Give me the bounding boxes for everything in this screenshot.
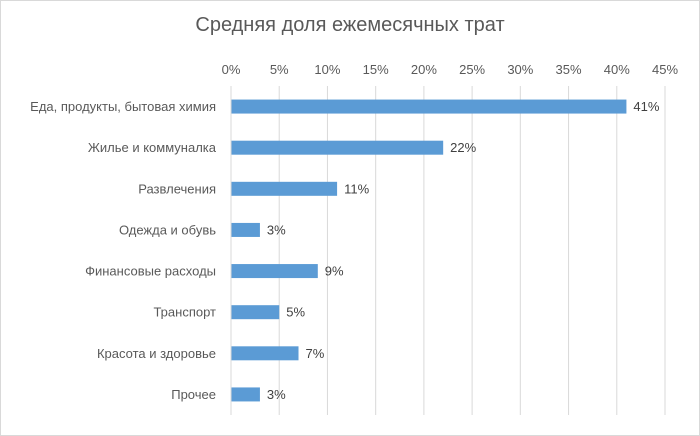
data-label: 7% [306, 346, 325, 361]
bar [231, 264, 318, 279]
category-label: Развлечения [138, 181, 216, 196]
x-tick-label: 25% [459, 62, 485, 77]
chart-title: Средняя доля ежемесячных трат [195, 14, 505, 36]
data-label: 5% [286, 305, 305, 320]
bar [231, 140, 444, 155]
x-tick-label: 20% [411, 62, 437, 77]
bar [231, 99, 627, 114]
data-label: 3% [267, 222, 286, 237]
category-labels: Еда, продукты, бытовая химия Жилье и комм… [30, 99, 217, 402]
bar [231, 181, 338, 196]
category-label: Одежда и обувь [119, 222, 216, 237]
x-tick-label: 0% [222, 62, 241, 77]
x-tick-label: 15% [363, 62, 389, 77]
category-label: Жилье и коммуналка [88, 140, 217, 155]
bar [231, 346, 299, 361]
bars [231, 99, 627, 402]
data-label: 41% [633, 99, 659, 114]
data-label: 11% [344, 181, 369, 196]
x-tick-label: 30% [507, 62, 533, 77]
category-label: Транспорт [153, 305, 216, 320]
x-tick-label: 40% [604, 62, 630, 77]
data-label: 22% [450, 140, 476, 155]
x-tick-label: 45% [652, 62, 678, 77]
x-axis-tick-labels: 0% 5% 10% 15% 20% 25% 30% 35% 40% 45% [222, 62, 679, 77]
x-tick-label: 35% [556, 62, 582, 77]
bar [231, 305, 280, 320]
bar [231, 387, 260, 402]
category-label: Еда, продукты, бытовая химия [30, 99, 216, 114]
category-label: Прочее [171, 387, 216, 402]
bar [231, 222, 260, 237]
data-labels: 41% 22% 11% 3% 9% 5% 7% 3% [267, 99, 660, 402]
category-label: Красота и здоровье [97, 346, 216, 361]
x-tick-label: 10% [314, 62, 340, 77]
x-tick-label: 5% [270, 62, 289, 77]
data-label: 3% [267, 387, 286, 402]
gridlines [278, 86, 666, 415]
data-label: 9% [325, 264, 344, 279]
category-label: Финансовые расходы [85, 264, 216, 279]
